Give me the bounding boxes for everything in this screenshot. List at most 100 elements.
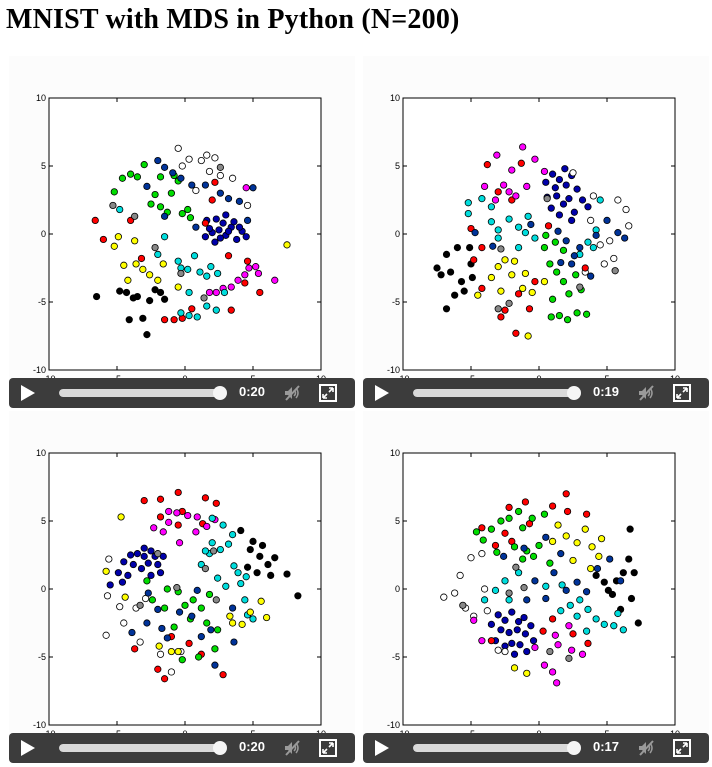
- play-icon[interactable]: [375, 740, 389, 756]
- data-point: [131, 212, 139, 220]
- data-point: [271, 554, 279, 562]
- data-point: [193, 313, 201, 321]
- mute-icon[interactable]: [283, 384, 301, 402]
- data-point: [489, 242, 497, 250]
- data-point: [515, 244, 523, 252]
- progress-handle[interactable]: [567, 386, 581, 400]
- data-point: [557, 550, 565, 558]
- data-point: [109, 201, 117, 210]
- data-point: [493, 548, 501, 556]
- mute-icon[interactable]: [637, 384, 655, 402]
- data-point: [212, 215, 220, 223]
- y-tick-label: 0: [41, 229, 46, 239]
- play-icon[interactable]: [21, 385, 35, 401]
- data-point: [517, 159, 525, 167]
- data-point: [177, 269, 185, 278]
- data-point: [177, 309, 185, 317]
- play-icon[interactable]: [375, 385, 389, 401]
- data-point: [576, 283, 584, 291]
- data-point: [201, 547, 209, 555]
- data-point: [99, 235, 108, 244]
- data-point: [224, 540, 233, 548]
- fullscreen-icon[interactable]: [673, 739, 691, 757]
- data-point: [229, 174, 237, 182]
- data-point: [208, 196, 216, 204]
- data-point: [625, 555, 633, 563]
- data-point: [257, 597, 265, 605]
- data-point: [184, 511, 192, 520]
- fullscreen-icon[interactable]: [319, 384, 337, 402]
- data-point: [528, 514, 536, 522]
- play-icon[interactable]: [21, 740, 35, 756]
- data-point: [167, 668, 175, 676]
- data-point: [110, 242, 118, 250]
- y-tick-label: 10: [390, 93, 400, 103]
- data-point: [542, 594, 550, 603]
- data-point: [258, 541, 267, 550]
- progress-fill: [59, 389, 223, 397]
- data-point: [106, 581, 114, 589]
- data-point: [539, 627, 547, 635]
- y-tick-label: 10: [390, 448, 400, 458]
- data-point: [127, 551, 135, 559]
- data-point: [563, 316, 572, 324]
- data-point: [249, 537, 257, 545]
- data-point: [209, 547, 218, 555]
- data-point: [519, 284, 527, 292]
- fullscreen-icon[interactable]: [673, 384, 691, 402]
- data-point: [188, 612, 196, 620]
- mute-icon[interactable]: [637, 739, 655, 757]
- data-point: [143, 331, 151, 339]
- mute-icon[interactable]: [283, 739, 301, 757]
- data-point: [229, 604, 237, 612]
- data-point: [546, 647, 554, 656]
- data-point: [597, 535, 606, 543]
- data-point: [551, 238, 559, 246]
- y-tick-label: 5: [395, 161, 400, 171]
- data-point: [487, 637, 495, 645]
- y-tick-label: -5: [392, 297, 400, 307]
- data-point: [505, 514, 513, 522]
- data-point: [474, 291, 482, 299]
- data-point: [470, 616, 478, 624]
- data-point: [451, 589, 459, 597]
- progress-bar[interactable]: [413, 389, 577, 397]
- data-point: [483, 161, 491, 169]
- data-point: [230, 638, 238, 646]
- progress-bar[interactable]: [59, 744, 223, 752]
- data-point: [451, 291, 459, 299]
- fullscreen-icon[interactable]: [319, 739, 337, 757]
- data-point: [562, 586, 570, 594]
- data-point: [491, 196, 500, 204]
- data-point: [521, 269, 529, 278]
- data-point: [573, 578, 581, 586]
- progress-handle[interactable]: [213, 386, 227, 400]
- data-point: [246, 608, 254, 616]
- progress-handle[interactable]: [567, 741, 581, 755]
- data-point: [178, 162, 186, 170]
- data-point: [596, 196, 604, 204]
- data-point: [527, 622, 535, 630]
- progress-fill: [59, 744, 223, 752]
- data-point: [584, 639, 592, 647]
- data-point: [487, 218, 495, 226]
- data-point: [177, 174, 185, 182]
- data-point: [156, 495, 165, 503]
- data-point: [190, 252, 199, 260]
- data-point: [543, 195, 551, 203]
- progress-handle[interactable]: [213, 741, 227, 755]
- data-point: [516, 641, 524, 649]
- data-point: [630, 569, 638, 577]
- data-point: [243, 257, 252, 265]
- data-point: [140, 552, 148, 560]
- data-point: [491, 541, 500, 550]
- data-point: [515, 290, 523, 298]
- progress-bar[interactable]: [413, 744, 577, 752]
- progress-bar[interactable]: [59, 389, 223, 397]
- data-point: [252, 263, 260, 271]
- data-point: [453, 244, 462, 252]
